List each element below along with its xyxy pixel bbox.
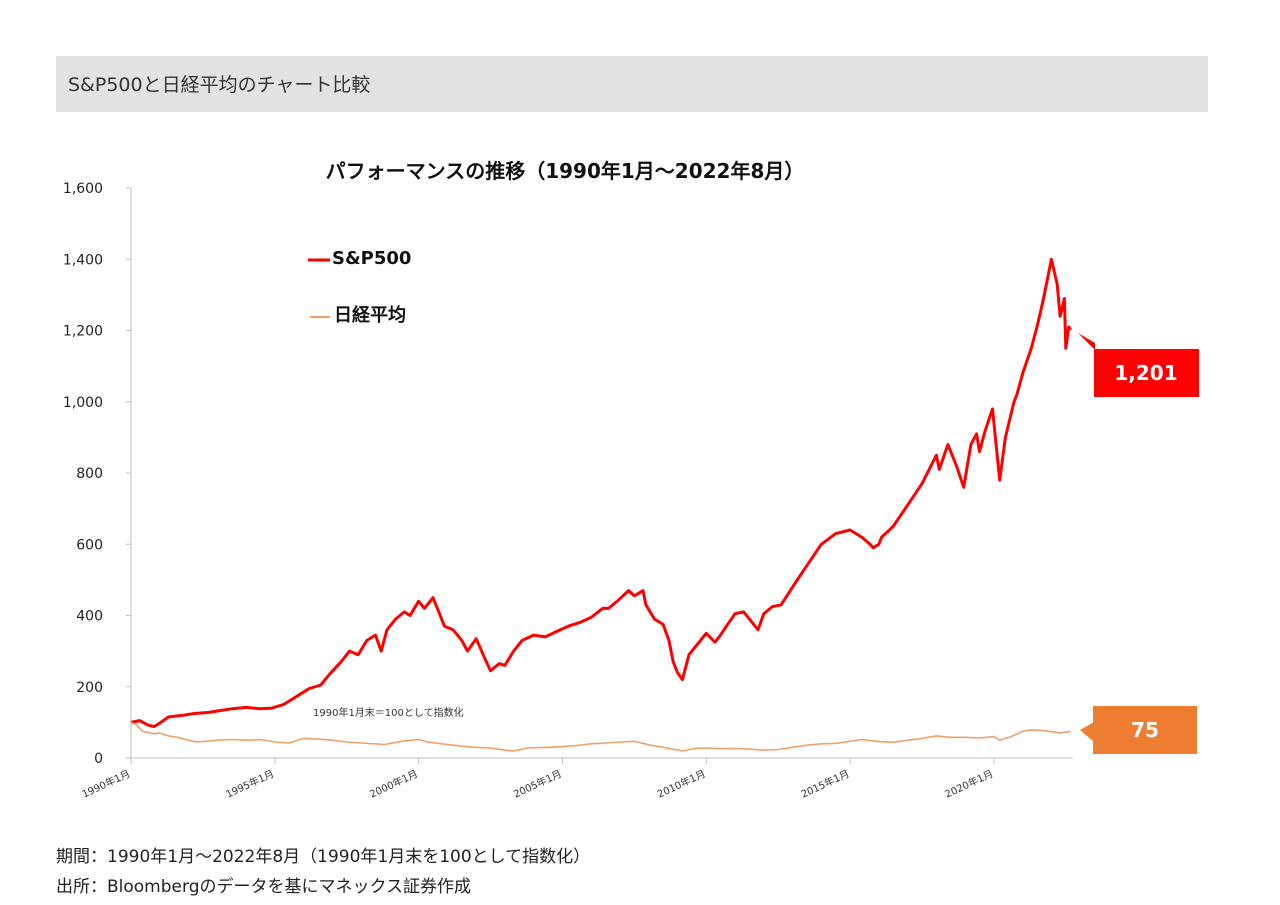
performance-chart: パフォーマンスの推移（1990年1月～2022年8月） 0 200 400 600 80…: [63, 159, 1199, 801]
footnote-period: 期間：1990年1月～2022年8月（1990年1月末を100として指数化）: [56, 847, 591, 867]
x-tick-label: 2005年1月: [511, 767, 563, 801]
chart-legend: S&P500 日経平均: [308, 248, 411, 326]
chart-title: パフォーマンスの推移（1990年1月～2022年8月）: [326, 159, 805, 183]
header-bar: S&P500と日経平均のチャート比較: [56, 56, 1208, 112]
x-tick-label: 1995年1月: [224, 767, 276, 801]
y-tick-label: 200: [76, 680, 103, 696]
x-tick-label: 1990年1月: [80, 767, 132, 801]
sp500-callout-pointer: [1078, 333, 1095, 350]
legend-label-sp500: S&P500: [332, 248, 411, 269]
nikkei-end-value: 75: [1131, 718, 1159, 742]
y-tick-label: 1,400: [63, 252, 103, 268]
y-tick-label: 400: [76, 609, 103, 625]
x-tick-label: 2015年1月: [799, 767, 851, 801]
nikkei-callout-pointer: [1080, 722, 1094, 742]
footnote-source: 出所：Bloombergのデータを基にマネックス証券作成: [56, 877, 471, 897]
series-line-sp500: [130, 257, 1072, 729]
chart-axes: 0 200 400 600 800 1,000 1,200 1,400 1,600 1990年1月…: [63, 181, 1073, 801]
y-tick-label: 1,600: [63, 181, 103, 197]
end-value-callouts: 1,201 75: [1078, 333, 1199, 754]
sp500-end-value: 1,201: [1114, 361, 1177, 385]
x-tick-label: 2020年1月: [943, 767, 995, 801]
index-annotation: 1990年1月末＝100として指数化: [313, 706, 464, 719]
x-tick-label: 2000年1月: [367, 767, 419, 801]
page-title: S&P500と日経平均のチャート比較: [68, 74, 371, 96]
y-tick-label: 600: [76, 537, 103, 553]
legend-label-nikkei: 日経平均: [334, 304, 406, 326]
sp500-callout-box: [1094, 349, 1199, 397]
chart-series: [130, 257, 1072, 752]
y-tick-label: 0: [94, 751, 103, 767]
x-tick-label: 2010年1月: [655, 767, 707, 801]
series-line-nikkei: [130, 721, 1071, 752]
y-tick-label: 1,200: [63, 324, 103, 340]
y-tick-label: 800: [76, 466, 103, 482]
y-tick-label: 1,000: [63, 395, 103, 411]
nikkei-callout-box: [1093, 706, 1197, 754]
